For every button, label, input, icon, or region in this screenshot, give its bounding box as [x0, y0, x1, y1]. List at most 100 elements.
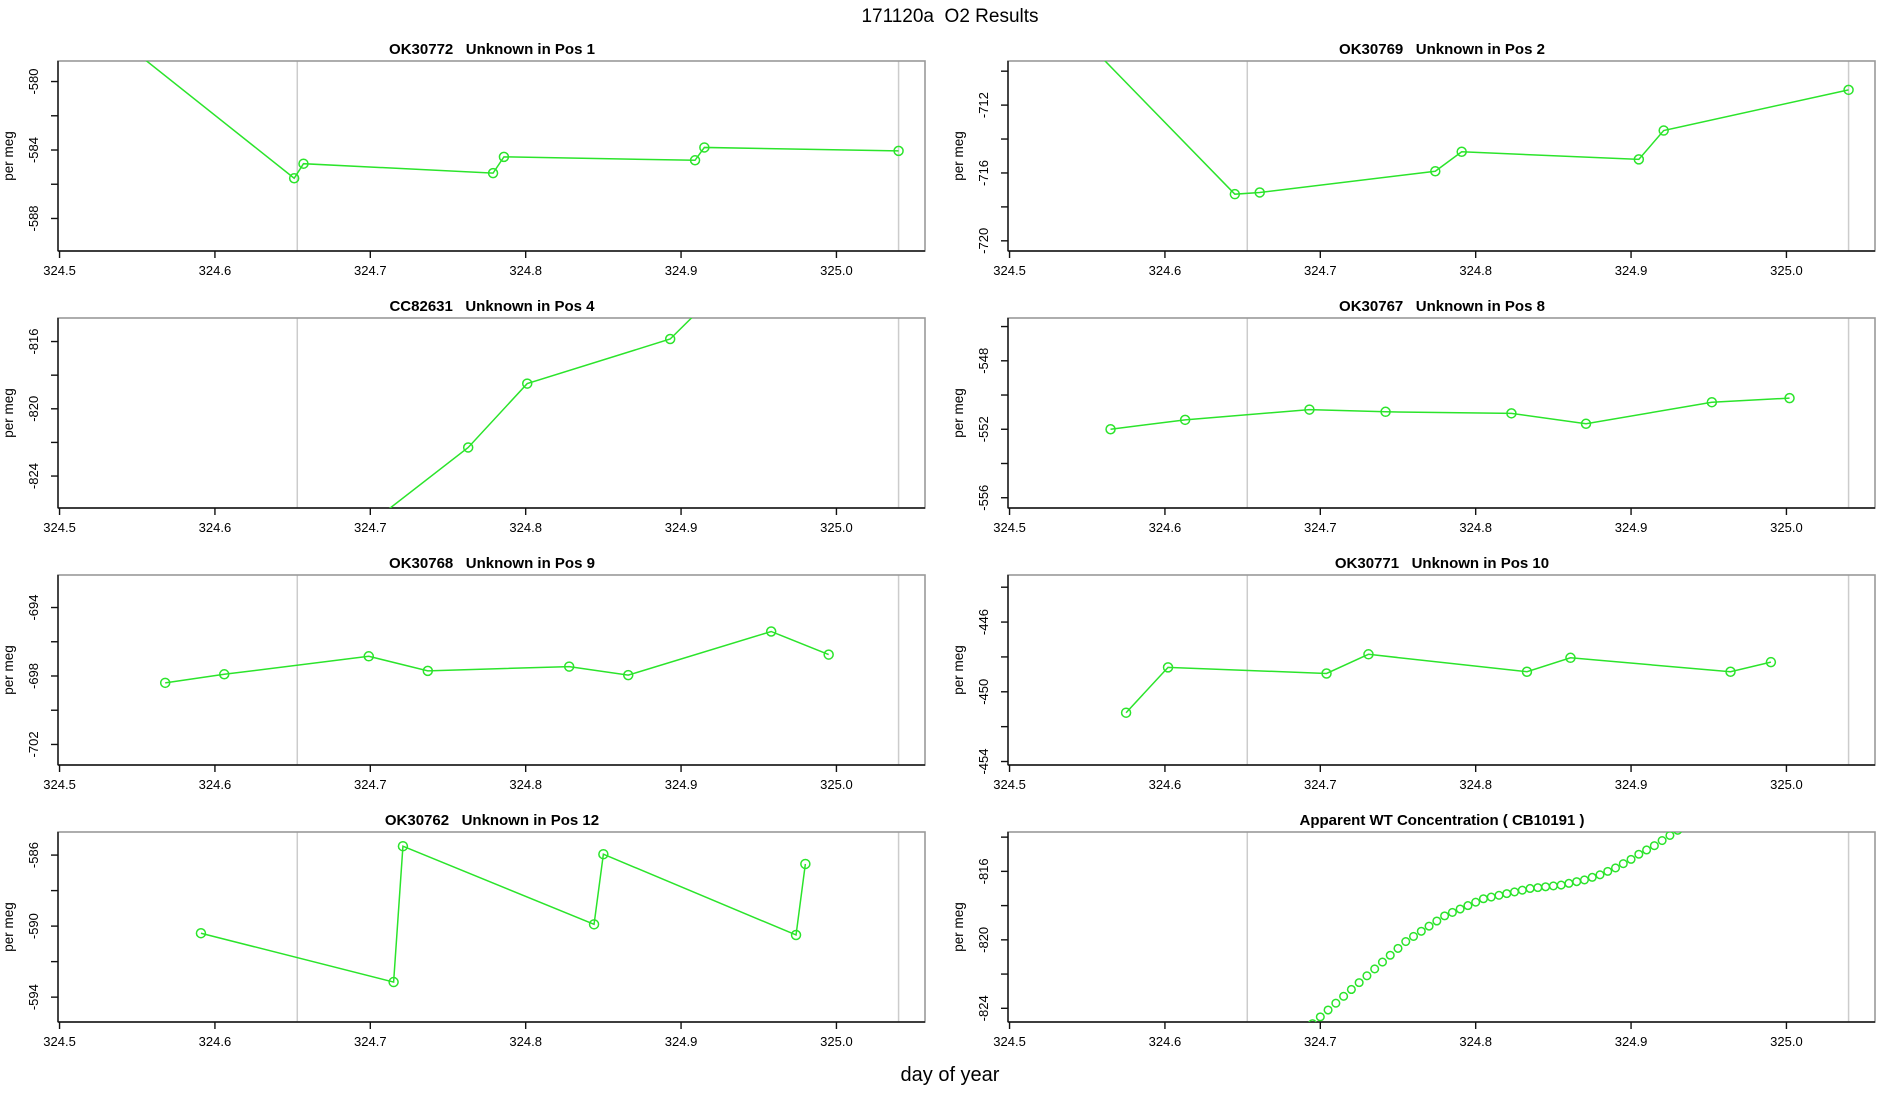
data-point [1658, 125, 1669, 136]
subplot-pos12: OK30762 Unknown in Pos 12 -586 -590 -594 32… [0, 809, 950, 1066]
x-tick-label: 324.7 [1304, 520, 1337, 535]
x-tick-label: 325.0 [1770, 263, 1803, 278]
y-tick-label: -590 [26, 913, 41, 939]
x-tick-label: 324.8 [1459, 1034, 1492, 1049]
y-tick-label: -824 [26, 463, 41, 489]
data-point [1580, 418, 1592, 430]
subplot-pos10: OK30771 Unknown in Pos 10 -446 -450 -454 32… [950, 552, 1900, 809]
figure-title: 171120a O2 Results [861, 6, 1039, 27]
y-tick-label: -556 [976, 485, 991, 511]
data-point [1521, 666, 1533, 677]
subplot-pos9: OK30768 Unknown in Pos 9 -694 -698 -702 324… [0, 552, 950, 809]
x-tick-label: 324.5 [993, 263, 1026, 278]
data-point [1323, 1005, 1333, 1015]
gridlines [1246, 61, 1850, 251]
x-tick-label: 324.8 [1459, 263, 1492, 278]
x-tick-label: 325.0 [820, 777, 853, 792]
y-tick-label: -588 [26, 205, 41, 231]
data-point [298, 158, 309, 169]
data-point [1363, 649, 1374, 660]
data-point [1393, 943, 1403, 953]
data-point [1541, 882, 1551, 892]
data-point [1321, 668, 1332, 679]
x-tick-label: 324.7 [1304, 263, 1337, 278]
data-point [1440, 911, 1450, 921]
subplot-pos9-plot: -694 -698 -702 324.5 324.6 324.7 324.8 324.9 325… [1, 574, 926, 792]
x-tick-label: 324.7 [354, 263, 387, 278]
data-point [1595, 870, 1605, 880]
x-tick-label: 324.5 [43, 520, 76, 535]
gridlines [296, 61, 900, 251]
subplot-pos12-plot: -586 -590 -594 324.5 324.6 324.7 324.8 324.9 325… [1, 831, 926, 1049]
data-point [790, 929, 802, 941]
x-tick-label: 324.7 [354, 777, 387, 792]
data-point [1120, 707, 1132, 718]
y-axis-title: per meg [1, 131, 16, 181]
y-axis-title: per meg [951, 131, 966, 181]
data-series [1104, 61, 1854, 200]
y-tick-label: -820 [26, 396, 41, 422]
data-point [195, 927, 207, 939]
x-tick-label: 324.9 [1615, 520, 1648, 535]
x-tick-label: 324.8 [509, 263, 542, 278]
y-tick-label: -702 [26, 731, 41, 757]
data-point [1533, 883, 1543, 893]
y-tick-label: -820 [976, 927, 991, 953]
x-tick-label: 324.5 [43, 1034, 76, 1049]
x-tick-label: 324.8 [509, 777, 542, 792]
x-axis-label: day of year [900, 1064, 1000, 1086]
data-point [1385, 950, 1395, 960]
data-point [563, 661, 575, 672]
data-point [1304, 404, 1315, 415]
x-tick-label: 324.5 [43, 263, 76, 278]
data-point [1665, 832, 1675, 840]
data-point [1315, 1012, 1325, 1022]
data-point [1456, 146, 1467, 158]
data-point [1579, 875, 1589, 885]
x-tick-label: 324.5 [43, 777, 76, 792]
subplot-apparent-wt: Apparent WT Concentration ( CB10191 ) -8… [950, 809, 1900, 1066]
y-axis-title: per meg [1, 388, 16, 438]
x-tick-label: 324.9 [1615, 1034, 1648, 1049]
data-point [1229, 188, 1241, 200]
plot-box [57, 60, 926, 252]
subplot-pos1: OK30772 Unknown in Pos 1 -580 -584 -588 324… [0, 38, 950, 295]
data-point [1603, 866, 1613, 876]
x-tick-label: 324.7 [354, 1034, 387, 1049]
data-point [1331, 998, 1341, 1008]
data-point [1362, 971, 1372, 981]
data-point [1626, 854, 1636, 864]
x-tick-label: 324.5 [993, 520, 1026, 535]
x-tick-label: 324.5 [993, 777, 1026, 792]
data-point [1162, 662, 1174, 673]
data-point [1401, 936, 1411, 947]
data-point [1642, 845, 1652, 855]
subplot-pos2-title: OK30769 Unknown in Pos 2 [1339, 41, 1545, 58]
x-tick-label: 324.9 [1615, 777, 1648, 792]
data-point [1455, 904, 1465, 914]
data-point [1370, 964, 1380, 974]
data-point [1463, 901, 1473, 911]
data-point [800, 858, 811, 870]
x-tick-label: 324.6 [199, 263, 232, 278]
x-tick-label: 324.6 [1149, 263, 1182, 278]
data-point [388, 976, 399, 988]
y-tick-label: -816 [976, 858, 991, 884]
data-point [1179, 414, 1191, 426]
y-tick-label: -454 [976, 748, 991, 774]
data-point [1380, 406, 1391, 418]
gridlines [296, 318, 900, 508]
data-point [1339, 991, 1349, 1001]
x-tick-label: 324.6 [1149, 520, 1182, 535]
data-point [1517, 885, 1527, 895]
x-tick-label: 325.0 [1770, 1034, 1803, 1049]
y-axis-title: per meg [951, 645, 966, 695]
data-point [1354, 978, 1364, 988]
plots-grid: OK30772 Unknown in Pos 1 -580 -584 -588 324… [0, 38, 1900, 1066]
data-point [1509, 887, 1520, 897]
